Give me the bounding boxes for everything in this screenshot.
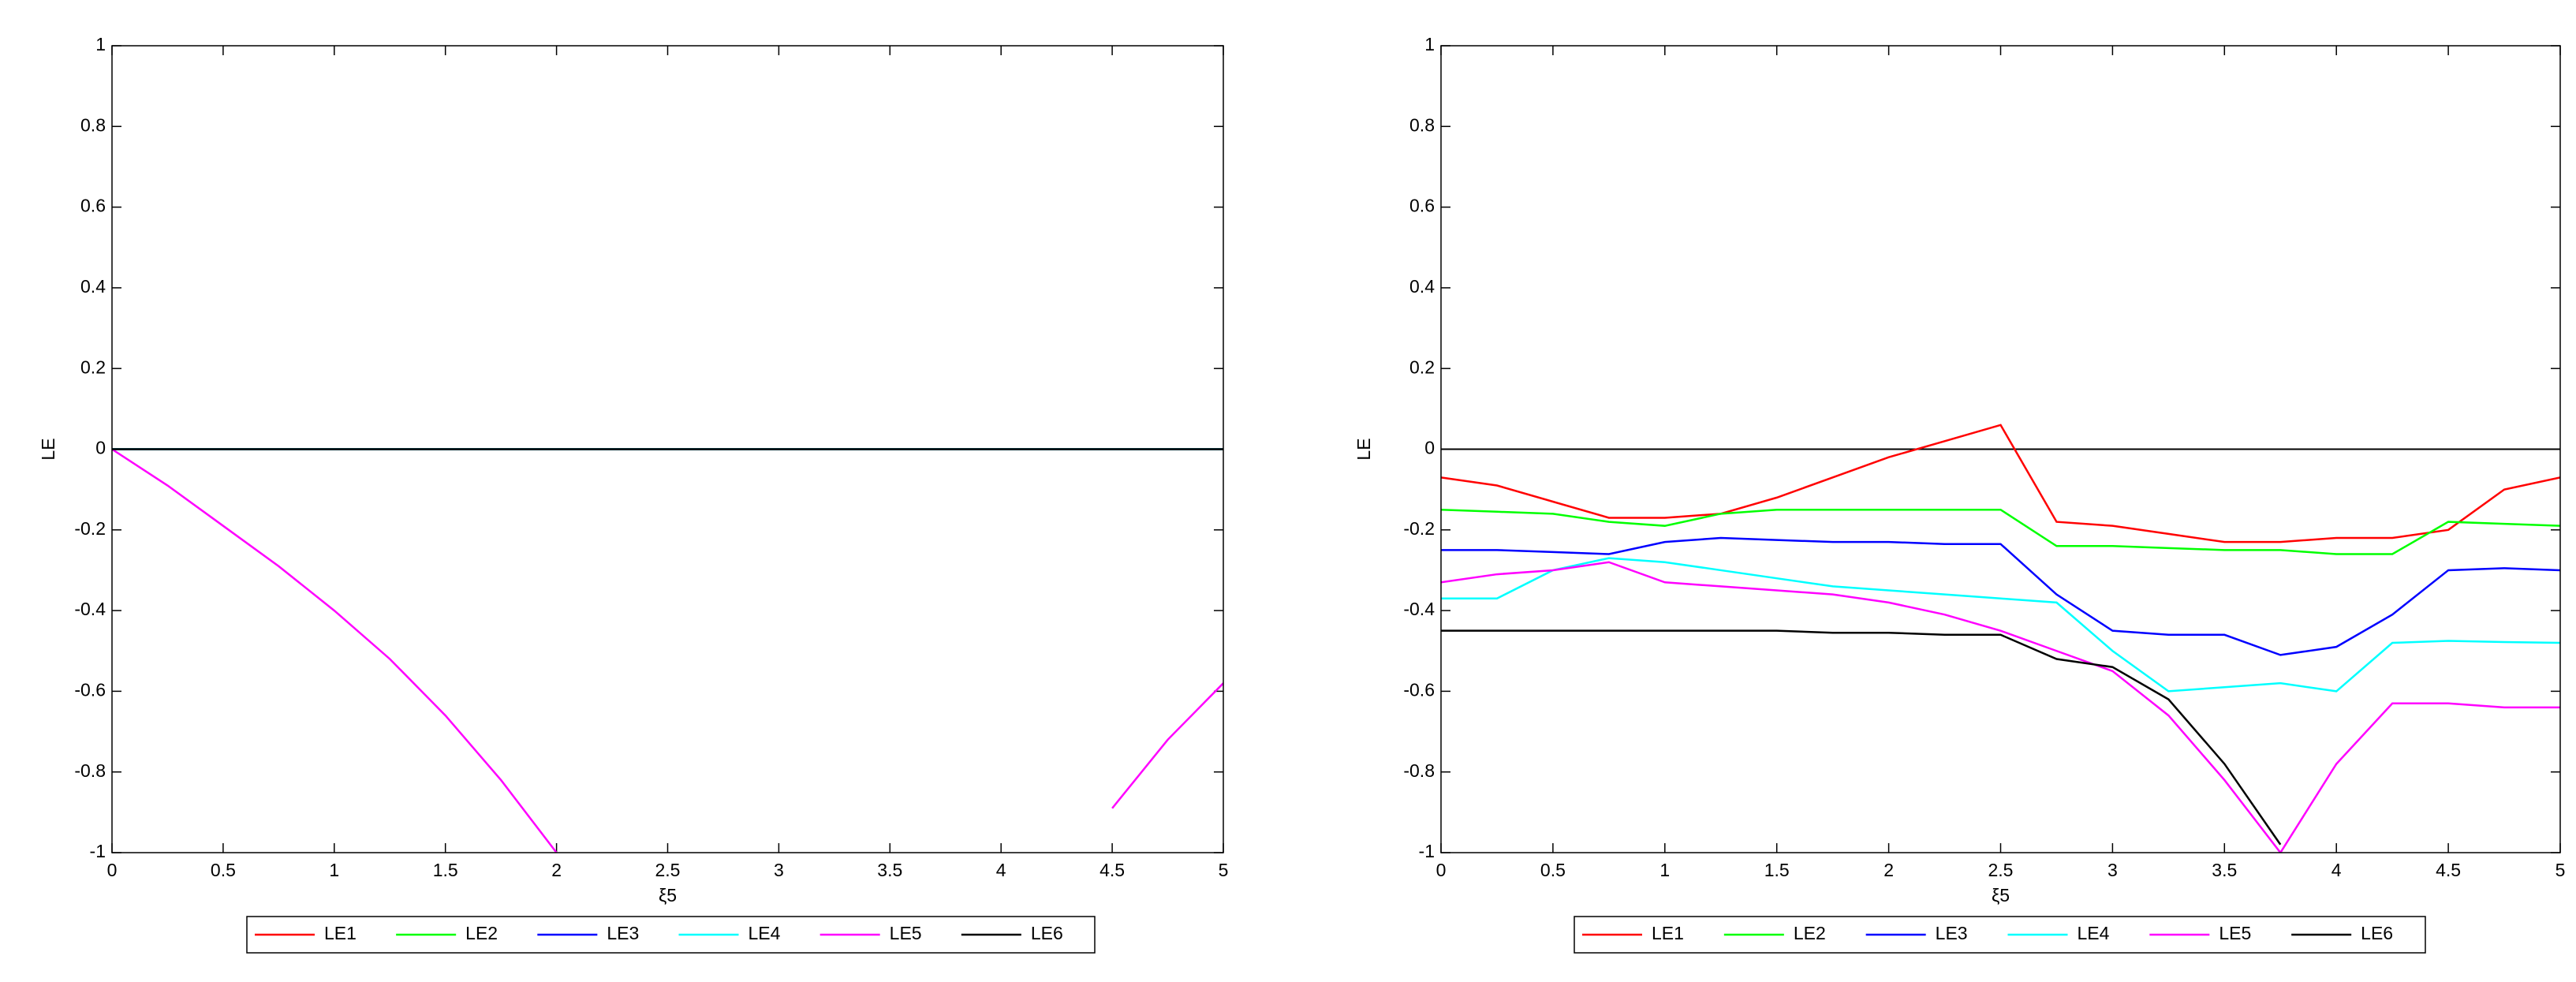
legend-label: LE5: [2219, 923, 2251, 943]
x-tick-label: 4.5: [2436, 860, 2461, 880]
legend-label: LE2: [1794, 923, 1826, 943]
y-tick-label: 0.4: [1409, 276, 1435, 297]
series-line: [112, 448, 1223, 853]
series-line: [1441, 508, 2560, 555]
chart: 0 0.5 1 1.5 2 2.5 3 3.5 4 4.5 5 -1 -0.8 -0.6 -0.4 -0.2 0…: [1353, 34, 2566, 954]
y-tick-label: 0.6: [80, 196, 106, 216]
y-tick-label: -0.4: [1403, 599, 1435, 619]
legend-label: LE1: [324, 923, 357, 943]
legend-label: LE4: [2078, 923, 2110, 943]
y-tick-label: 0.8: [80, 114, 106, 135]
legend-box: [246, 916, 1096, 954]
x-axis-label: ξ5: [659, 885, 677, 905]
y-tick-label: -0.4: [74, 599, 106, 619]
y-tick-label: -0.2: [1403, 518, 1435, 539]
legend-label: LE3: [607, 923, 639, 943]
y-axis-label: LE: [38, 438, 58, 460]
x-tick-label: 5: [1219, 860, 1229, 880]
y-tick-label: -0.6: [74, 679, 106, 700]
x-tick-label: 1.5: [1764, 860, 1790, 880]
series-line: [1441, 629, 2282, 846]
y-tick-label: -0.6: [1403, 679, 1435, 700]
series-line: [1441, 424, 2560, 543]
x-tick-label: 0: [107, 860, 118, 880]
x-tick-label: 4: [2331, 860, 2342, 880]
y-tick-label: -0.8: [1403, 760, 1435, 781]
x-tick-label: 0.5: [1540, 860, 1566, 880]
x-tick-label: 1: [1659, 860, 1670, 880]
axes-box: [1440, 45, 2561, 853]
x-tick-label: 1: [329, 860, 339, 880]
y-tick-label: -0.8: [74, 760, 106, 781]
x-tick-label: 2.5: [1988, 860, 2014, 880]
y-tick-label: -1: [90, 841, 106, 861]
series-line: [1441, 557, 2560, 693]
legend-label: LE5: [890, 923, 922, 943]
x-tick-label: 1.5: [433, 860, 458, 880]
series-line: [1441, 561, 2560, 853]
legend-label: LE1: [1652, 923, 1684, 943]
y-tick-label: -0.2: [74, 518, 106, 539]
y-tick-label: 0.2: [1409, 357, 1435, 377]
legend-label: LE6: [1031, 923, 1063, 943]
axes-box: [111, 45, 1224, 853]
x-tick-label: 0: [1436, 860, 1447, 880]
x-tick-label: 4: [996, 860, 1006, 880]
x-tick-label: 2: [1883, 860, 1894, 880]
y-tick-label: 1: [1424, 34, 1435, 54]
y-tick-label: 0: [1424, 438, 1435, 458]
x-tick-label: 2.5: [655, 860, 681, 880]
x-tick-label: 3: [2107, 860, 2118, 880]
legend-box: [1574, 916, 2426, 954]
x-tick-label: 3: [774, 860, 784, 880]
legend-label: LE2: [465, 923, 498, 943]
y-tick-label: 0.8: [1409, 114, 1435, 135]
x-tick-label: 3.5: [2212, 860, 2237, 880]
y-tick-label: 1: [95, 34, 106, 54]
y-tick-label: 0: [95, 438, 106, 458]
x-tick-label: 3.5: [877, 860, 902, 880]
legend-label: LE3: [1936, 923, 1968, 943]
y-tick-label: 0.2: [80, 357, 106, 377]
x-tick-label: 0.5: [211, 860, 236, 880]
x-tick-label: 4.5: [1099, 860, 1125, 880]
legend-label: LE6: [2361, 923, 2393, 943]
y-tick-label: -1: [1419, 841, 1435, 861]
y-axis-label: LE: [1353, 438, 1374, 460]
x-tick-label: 5: [2555, 860, 2566, 880]
chart: 0 0.5 1 1.5 2 2.5 3 3.5 4 4.5 5 -1 -0.8 -0.6 -0.4 -0.2 0…: [38, 34, 1229, 954]
x-axis-label: ξ5: [1992, 885, 2010, 905]
legend-label: LE4: [749, 923, 781, 943]
series-line: [1441, 536, 2560, 656]
x-tick-label: 2: [551, 860, 562, 880]
y-tick-label: 0.6: [1409, 196, 1435, 216]
y-tick-label: 0.4: [80, 276, 106, 297]
